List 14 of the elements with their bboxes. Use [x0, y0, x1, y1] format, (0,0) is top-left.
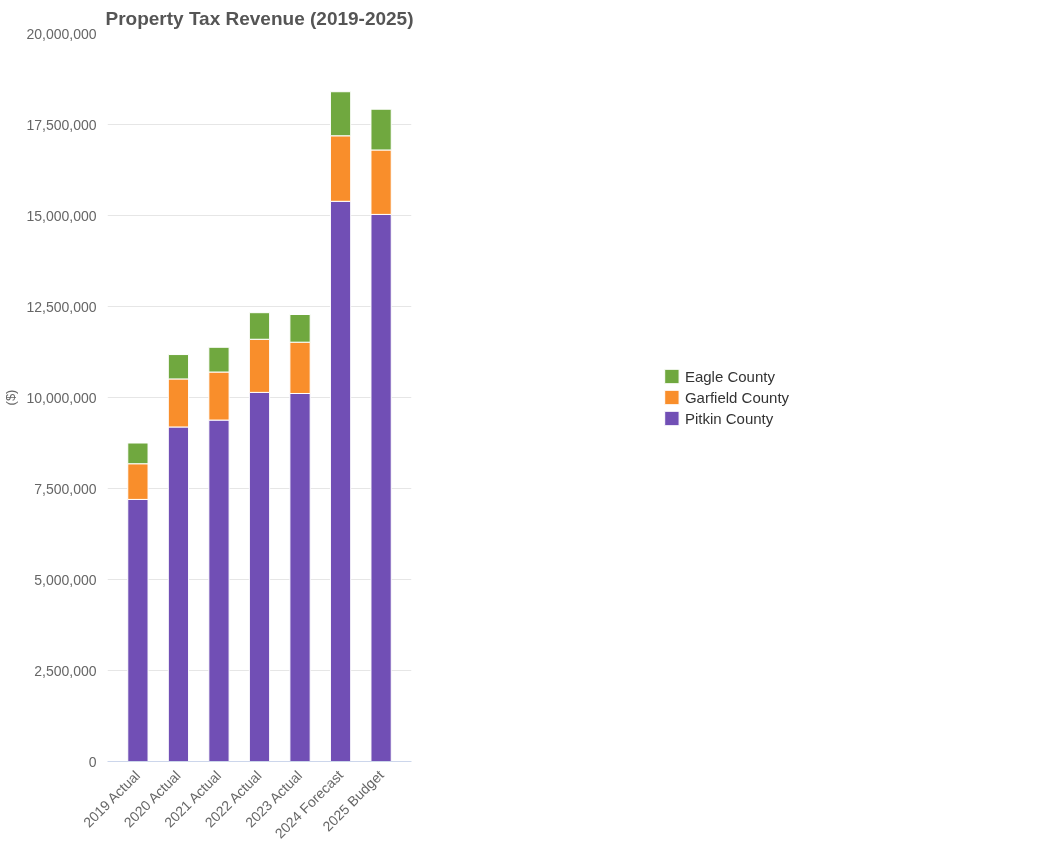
- y-tick-label: 20,000,000: [26, 25, 97, 42]
- legend-label: Pitkin County: [684, 409, 774, 427]
- y-axis-title: ($): [3, 389, 19, 406]
- chart-title: Property Tax Revenue (2019-2025): [105, 7, 414, 29]
- legend-label: Eagle County: [684, 367, 775, 385]
- y-tick-label: 0: [88, 753, 97, 770]
- legend-label: Garfield County: [684, 388, 790, 406]
- y-tick-label: 5,000,000: [34, 571, 97, 588]
- y-tick-label: 2,500,000: [34, 662, 97, 679]
- y-tick-label: 12,500,000: [26, 298, 97, 315]
- y-tick-label: 15,000,000: [26, 207, 97, 224]
- y-tick-label: 10,000,000: [26, 389, 97, 406]
- y-tick-label: 7,500,000: [34, 480, 97, 497]
- y-tick-label: 17,500,000: [26, 116, 97, 133]
